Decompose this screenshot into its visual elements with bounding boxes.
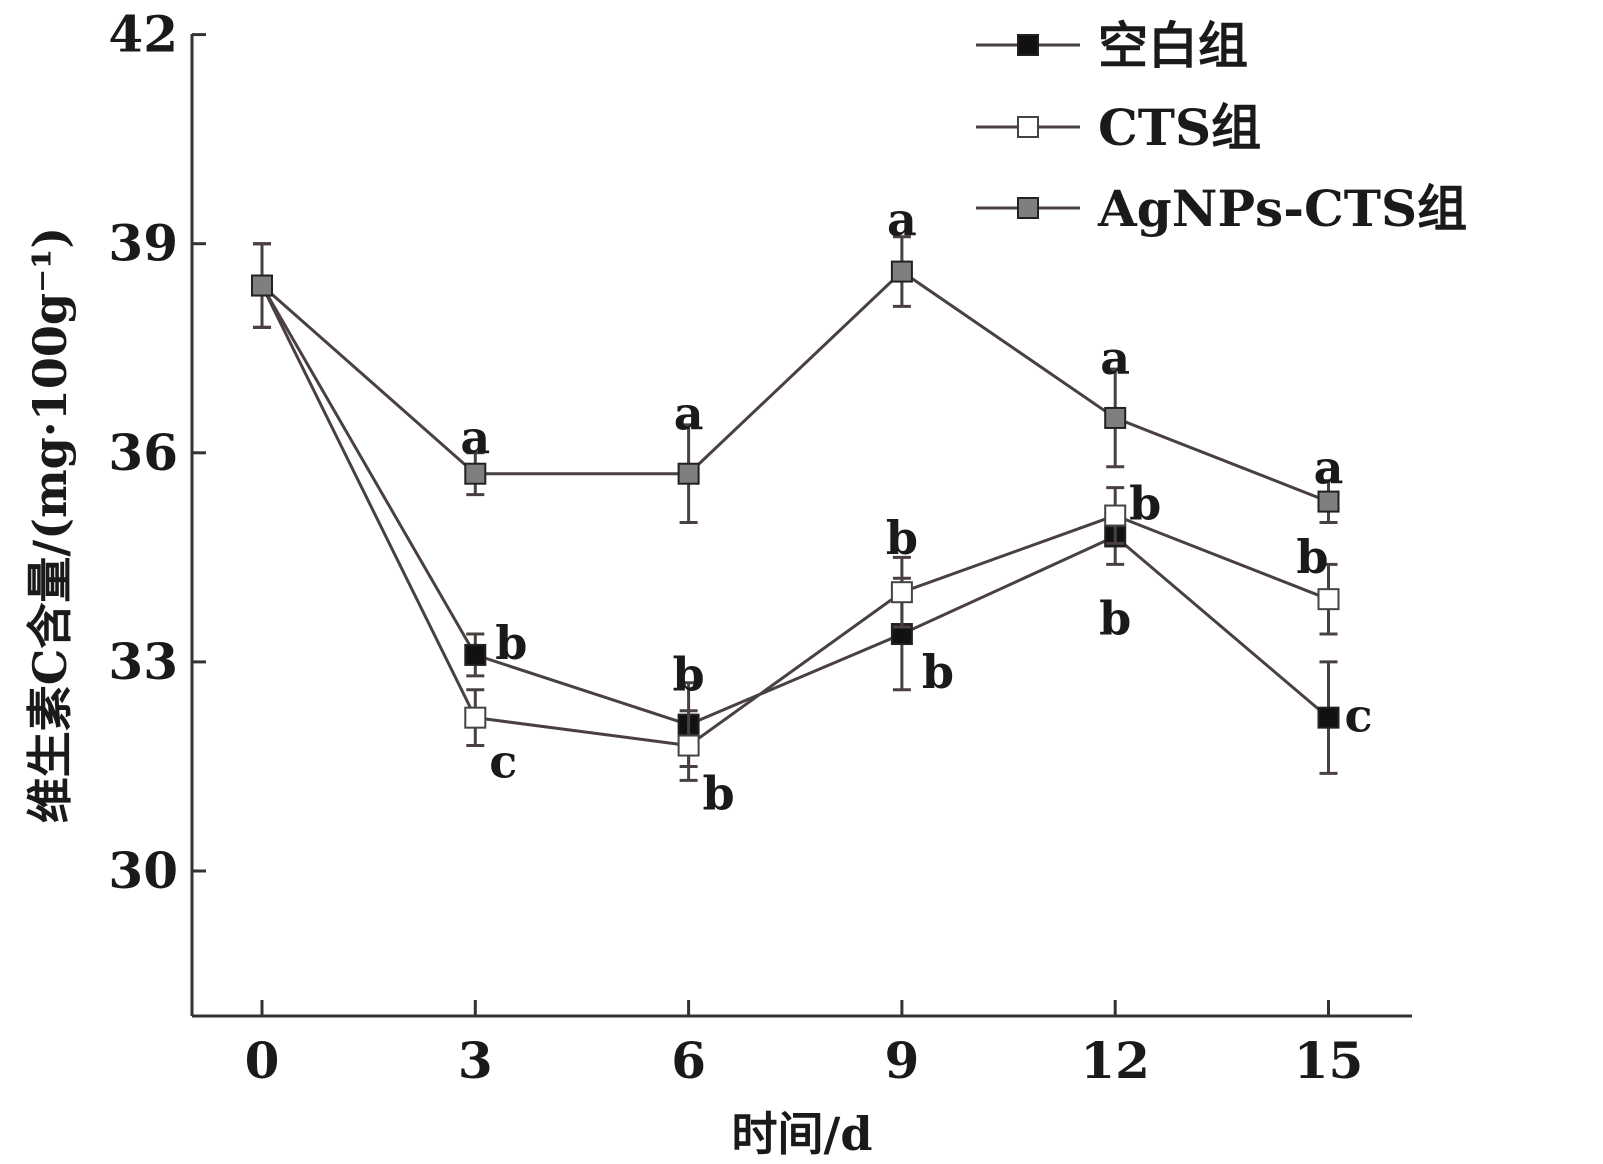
- data-point: [890, 260, 913, 283]
- significance-label: a: [1100, 331, 1130, 385]
- series-line: [261, 269, 1330, 503]
- legend-marker: [1017, 34, 1039, 56]
- significance-label: b: [922, 645, 954, 699]
- y-axis-title: 维生素C含量/(mg·100g⁻¹): [23, 227, 77, 823]
- significance-label: b: [495, 616, 527, 670]
- significance-label: a: [674, 387, 704, 441]
- data-point: [1104, 504, 1127, 527]
- series-2: a a a a a: [251, 193, 1344, 524]
- legend: 空白组 CTS组 AgNPs-CTS组: [976, 16, 1467, 238]
- data-point: [1104, 406, 1127, 429]
- legend-label: CTS组: [1098, 98, 1261, 157]
- axes: [190, 34, 1412, 1018]
- legend-label: 空白组: [1098, 16, 1248, 75]
- data-point: [464, 462, 487, 485]
- y-tick-label: 36: [108, 423, 178, 482]
- y-tick-label: 30: [108, 841, 178, 900]
- significance-label: b: [703, 767, 735, 821]
- x-tick-label: 6: [671, 1031, 706, 1090]
- data-point: [1317, 588, 1340, 611]
- significance-label: c: [1344, 689, 1372, 743]
- data-point: [677, 462, 700, 485]
- data-point: [464, 643, 487, 666]
- significance-label: a: [887, 193, 917, 247]
- significance-label: b: [1296, 530, 1328, 584]
- x-tick-label: 3: [458, 1031, 493, 1090]
- x-tick-label: 15: [1294, 1031, 1364, 1090]
- legend-item: CTS组: [976, 98, 1261, 157]
- series-line: [260, 284, 1330, 748]
- legend-item: 空白组: [976, 16, 1248, 75]
- data-point: [890, 581, 913, 604]
- x-tick-label: 0: [245, 1031, 280, 1090]
- data-point: [677, 734, 700, 757]
- legend-label: AgNPs-CTS组: [1097, 179, 1467, 238]
- y-ticks: 30 33 36 39 42: [108, 5, 206, 900]
- significance-label: b: [1129, 477, 1161, 531]
- legend-item: AgNPs-CTS组: [976, 179, 1467, 238]
- significance-label: b: [1099, 591, 1131, 645]
- series-line: [260, 284, 1330, 727]
- data-point: [251, 274, 273, 297]
- x-ticks: 0 3 6 9 12 15: [245, 1000, 1364, 1090]
- y-tick-label: 39: [108, 214, 178, 273]
- data-point: [1317, 490, 1340, 513]
- legend-marker: [1017, 197, 1039, 219]
- data-point: [464, 706, 487, 729]
- significance-label: c: [489, 735, 517, 789]
- y-tick-label: 33: [108, 632, 178, 691]
- x-tick-label: 9: [885, 1031, 920, 1090]
- x-tick-label: 12: [1080, 1031, 1150, 1090]
- legend-marker: [1017, 116, 1039, 138]
- series-0: b b b b c: [251, 242, 1373, 775]
- significance-label: a: [1314, 441, 1344, 495]
- significance-label: b: [886, 511, 918, 565]
- data-point: [1317, 706, 1340, 729]
- x-axis-title: 时间/d: [732, 1107, 873, 1161]
- series-1: c b b b b: [251, 242, 1340, 821]
- significance-label: a: [460, 411, 490, 465]
- significance-label: b: [673, 648, 705, 702]
- y-tick-label: 42: [108, 5, 178, 64]
